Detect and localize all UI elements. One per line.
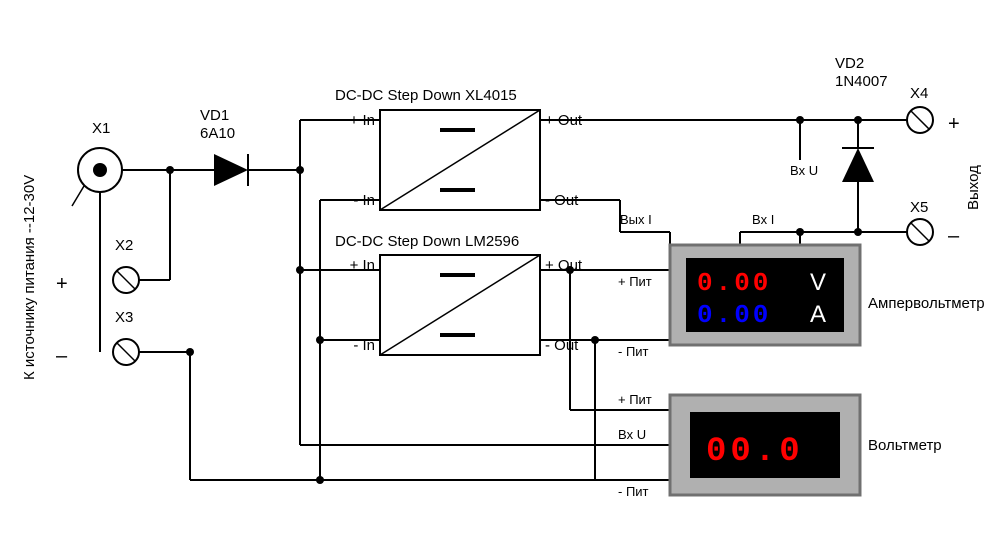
diode-vd1: VD1 6A10 xyxy=(190,107,280,186)
m1-pwr-n: - Пит xyxy=(618,344,649,359)
diode-vd2: VD2 1N4007 xyxy=(835,55,888,232)
x3-sign: – xyxy=(56,345,68,367)
vd1-ref: VD1 xyxy=(200,107,229,124)
m2-value: 00.0 xyxy=(706,433,804,471)
x5-label: X5 xyxy=(910,199,928,216)
m1-title: Ампервольтметр xyxy=(868,295,985,312)
dcdc2-outp: + Out xyxy=(545,257,583,274)
power-source-caption: К источнику питания --12-30V xyxy=(21,175,38,380)
x5-sign: – xyxy=(948,225,960,247)
meter-ampervoltmeter: 0.00 V 0.00 A Ампервольтметр xyxy=(670,245,985,345)
x1-label: X1 xyxy=(92,120,110,137)
connector-x5: X5 – xyxy=(907,199,960,247)
x4-label: X4 xyxy=(910,85,928,102)
connector-x1: X1 xyxy=(72,120,170,280)
x3-label: X3 xyxy=(115,309,133,326)
output-caption: Выход xyxy=(965,165,982,210)
m2-pwr-p: + Пит xyxy=(618,392,652,407)
connector-x2: X2 + xyxy=(56,237,139,295)
m1-a-unit: A xyxy=(810,301,826,328)
dcdc-box-2: DC-DC Step Down LM2596 + In - In + Out -… xyxy=(335,233,583,355)
vd2-ref: VD2 xyxy=(835,55,864,72)
connector-x4: X4 + xyxy=(907,85,960,135)
connector-x3: X3 – xyxy=(56,309,139,367)
x4-sign: + xyxy=(948,113,960,135)
m2-title: Вольтметр xyxy=(868,437,942,454)
dcdc1-title: DC-DC Step Down XL4015 xyxy=(335,87,517,104)
m1-a-value: 0.00 xyxy=(697,300,771,330)
m1-in-u: Bx U xyxy=(790,163,818,178)
x2-sign: + xyxy=(56,273,68,295)
m2-pwr-n: - Пит xyxy=(618,484,649,499)
dcdc2-inp: + In xyxy=(350,257,375,274)
dcdc-box-1: DC-DC Step Down XL4015 + In - In + Out -… xyxy=(335,87,583,210)
m1-out-i: Вых I xyxy=(620,212,652,227)
vd2-part: 1N4007 xyxy=(835,73,888,90)
m1-v-unit: V xyxy=(810,269,826,296)
dcdc2-title: DC-DC Step Down LM2596 xyxy=(335,233,519,250)
vd1-part: 6A10 xyxy=(200,125,235,142)
m1-v-value: 0.00 xyxy=(697,268,771,298)
meter-voltmeter: 00.0 Вольтметр xyxy=(670,395,942,495)
m2-in-u: Bx U xyxy=(618,427,646,442)
m1-pwr-p: + Пит xyxy=(618,274,652,289)
m1-in-i: Bx I xyxy=(752,212,774,227)
x2-label: X2 xyxy=(115,237,133,254)
